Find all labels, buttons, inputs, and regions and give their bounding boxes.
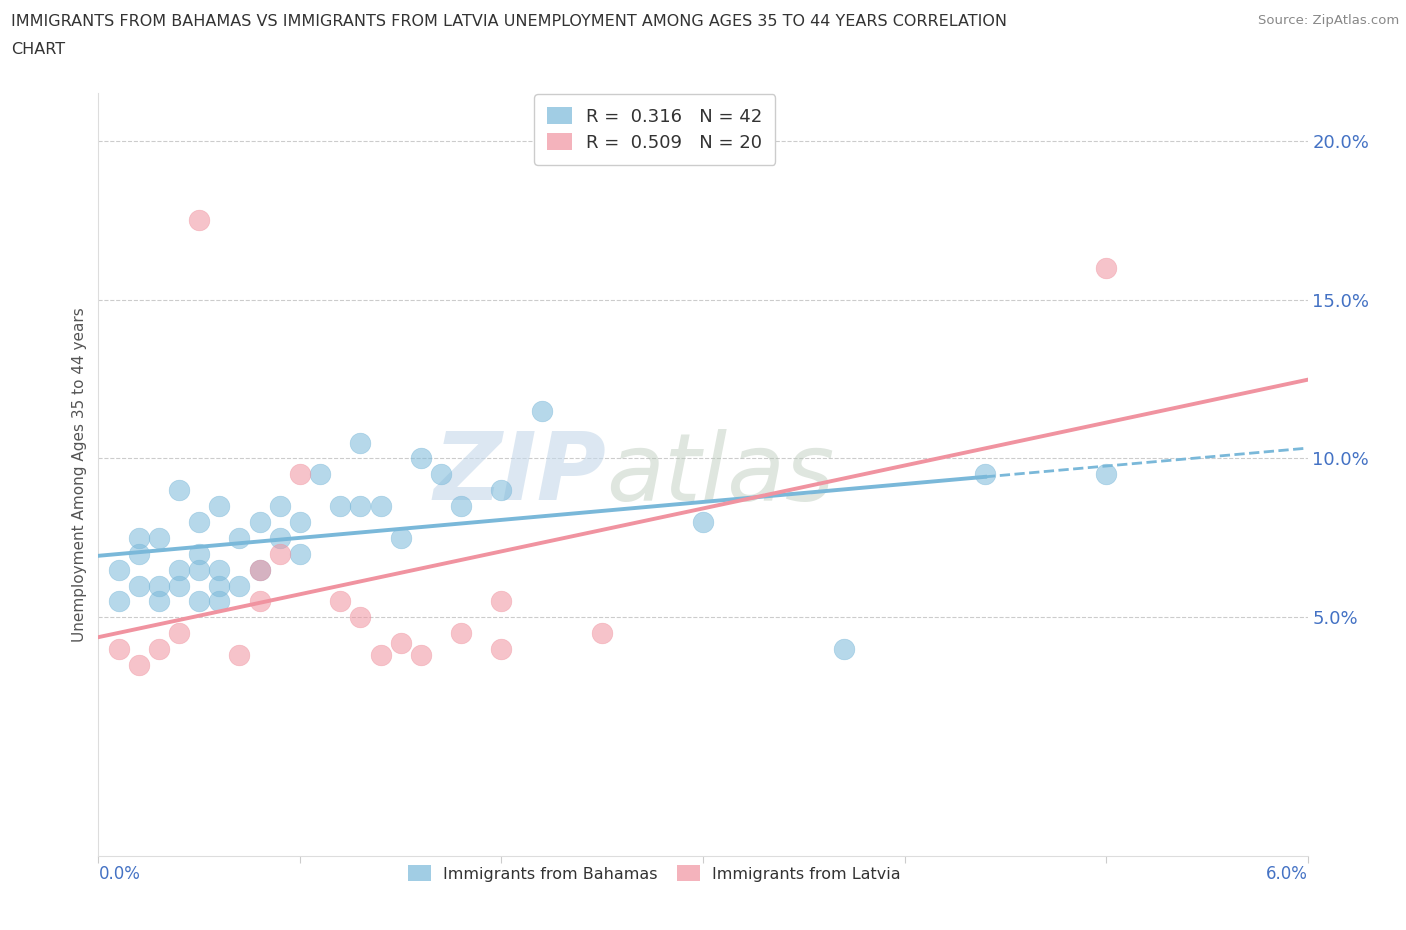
Point — [349, 435, 371, 450]
Point — [107, 562, 129, 577]
Point — [832, 642, 855, 657]
Point — [269, 530, 291, 545]
Text: CHART: CHART — [11, 42, 65, 57]
Point — [188, 213, 211, 228]
Point — [389, 635, 412, 650]
Point — [450, 498, 472, 513]
Point — [249, 594, 271, 609]
Point — [269, 498, 291, 513]
Point — [591, 626, 613, 641]
Point — [329, 498, 352, 513]
Point — [349, 498, 371, 513]
Point — [389, 530, 412, 545]
Point — [188, 562, 211, 577]
Point — [148, 530, 170, 545]
Text: atlas: atlas — [606, 429, 835, 520]
Point — [208, 562, 231, 577]
Point — [288, 546, 311, 561]
Point — [974, 467, 997, 482]
Point — [228, 648, 250, 663]
Point — [148, 642, 170, 657]
Text: Source: ZipAtlas.com: Source: ZipAtlas.com — [1258, 14, 1399, 27]
Point — [530, 404, 553, 418]
Point — [148, 594, 170, 609]
Point — [167, 483, 190, 498]
Point — [1095, 260, 1118, 275]
Point — [128, 578, 150, 593]
Point — [249, 562, 271, 577]
Text: IMMIGRANTS FROM BAHAMAS VS IMMIGRANTS FROM LATVIA UNEMPLOYMENT AMONG AGES 35 TO : IMMIGRANTS FROM BAHAMAS VS IMMIGRANTS FR… — [11, 14, 1007, 29]
Point — [208, 498, 231, 513]
Point — [249, 562, 271, 577]
Point — [430, 467, 453, 482]
Point — [491, 642, 513, 657]
Point — [208, 578, 231, 593]
Point — [491, 594, 513, 609]
Text: 6.0%: 6.0% — [1265, 865, 1308, 884]
Point — [188, 594, 211, 609]
Legend: Immigrants from Bahamas, Immigrants from Latvia: Immigrants from Bahamas, Immigrants from… — [401, 857, 908, 890]
Point — [288, 467, 311, 482]
Point — [370, 498, 392, 513]
Text: 0.0%: 0.0% — [98, 865, 141, 884]
Point — [349, 610, 371, 625]
Point — [409, 451, 432, 466]
Point — [249, 514, 271, 529]
Point — [128, 546, 150, 561]
Point — [409, 648, 432, 663]
Point — [107, 642, 129, 657]
Point — [148, 578, 170, 593]
Point — [188, 546, 211, 561]
Point — [167, 562, 190, 577]
Point — [450, 626, 472, 641]
Point — [228, 578, 250, 593]
Point — [107, 594, 129, 609]
Point — [228, 530, 250, 545]
Text: ZIP: ZIP — [433, 429, 606, 520]
Point — [128, 530, 150, 545]
Point — [269, 546, 291, 561]
Point — [208, 594, 231, 609]
Point — [329, 594, 352, 609]
Point — [491, 483, 513, 498]
Point — [309, 467, 332, 482]
Y-axis label: Unemployment Among Ages 35 to 44 years: Unemployment Among Ages 35 to 44 years — [72, 307, 87, 642]
Point — [1095, 467, 1118, 482]
Point — [188, 514, 211, 529]
Point — [167, 578, 190, 593]
Point — [370, 648, 392, 663]
Point — [692, 514, 714, 529]
Point — [167, 626, 190, 641]
Point — [128, 658, 150, 672]
Point — [288, 514, 311, 529]
